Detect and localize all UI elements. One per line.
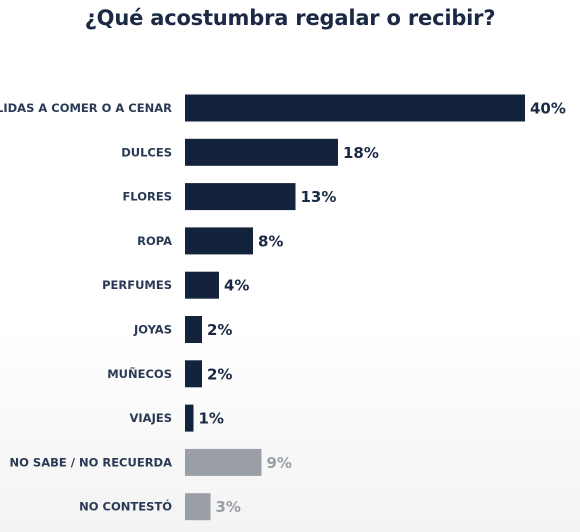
value-label: 2% (207, 321, 232, 339)
bar (185, 360, 202, 388)
category-label: PERFUMES (102, 278, 172, 292)
value-label: 4% (224, 277, 249, 295)
category-label: NO SABE / NO RECUERDA (10, 455, 173, 469)
category-label: FLORES (122, 190, 172, 204)
value-label: 1% (199, 410, 224, 428)
category-label: NO CONTESTÓ (79, 499, 172, 514)
value-label: 8% (258, 232, 283, 250)
bar (185, 138, 338, 166)
bar (185, 404, 194, 432)
category-label: VIAJES (130, 411, 173, 425)
category-label: DULCES (121, 145, 172, 159)
value-label: 3% (216, 498, 241, 516)
bar (185, 316, 202, 343)
bar (185, 448, 262, 476)
bar (185, 227, 253, 255)
bar (185, 493, 211, 521)
value-label: 40% (530, 100, 566, 118)
bar (185, 271, 219, 299)
category-label: JOYAS (133, 323, 172, 337)
category-label: MUÑECOS (107, 366, 172, 381)
value-label: 18% (343, 144, 379, 162)
bar (185, 183, 296, 211)
value-label: 9% (267, 454, 292, 472)
value-label: 2% (207, 365, 232, 383)
category-label: SALIDAS A COMER O A CENAR (0, 101, 172, 115)
bar (185, 94, 525, 122)
value-label: 13% (301, 188, 337, 206)
chart-title: ¿Qué acostumbra regalar o recibir? (84, 6, 496, 30)
category-label: ROPA (137, 234, 172, 248)
